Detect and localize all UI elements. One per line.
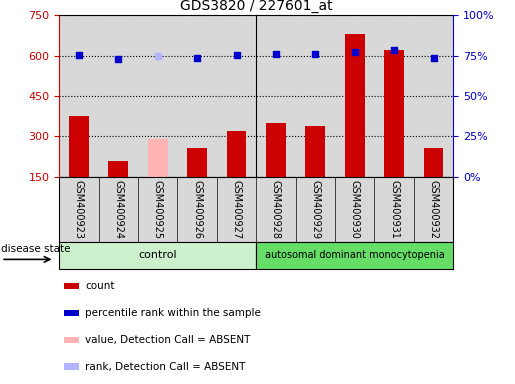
- Text: GSM400928: GSM400928: [271, 180, 281, 239]
- Text: control: control: [139, 250, 177, 260]
- Text: percentile rank within the sample: percentile rank within the sample: [85, 308, 262, 318]
- Text: rank, Detection Call = ABSENT: rank, Detection Call = ABSENT: [85, 362, 246, 372]
- Point: [232, 52, 241, 58]
- Point: [114, 56, 123, 62]
- Bar: [64, 310, 79, 316]
- Bar: [266, 123, 286, 177]
- Bar: [64, 364, 79, 370]
- Bar: [59, 242, 256, 269]
- Bar: [384, 50, 404, 177]
- Text: GSM400923: GSM400923: [74, 180, 84, 239]
- Bar: [64, 337, 79, 343]
- Text: autosomal dominant monocytopenia: autosomal dominant monocytopenia: [265, 250, 444, 260]
- Point: [75, 52, 83, 58]
- Bar: [227, 131, 246, 177]
- Point: [390, 47, 398, 53]
- Text: GSM400926: GSM400926: [192, 180, 202, 239]
- Text: disease state: disease state: [1, 243, 71, 254]
- Text: GSM400925: GSM400925: [153, 180, 163, 239]
- Bar: [305, 126, 325, 177]
- Bar: [256, 242, 453, 269]
- Bar: [64, 283, 79, 289]
- Text: GSM400931: GSM400931: [389, 180, 399, 239]
- Title: GDS3820 / 227601_at: GDS3820 / 227601_at: [180, 0, 333, 13]
- Text: GSM400932: GSM400932: [428, 180, 438, 239]
- Bar: [69, 116, 89, 177]
- Bar: [345, 34, 365, 177]
- Bar: [109, 161, 128, 177]
- Point: [272, 51, 280, 57]
- Point: [311, 51, 319, 57]
- Text: value, Detection Call = ABSENT: value, Detection Call = ABSENT: [85, 335, 251, 345]
- Point: [430, 55, 438, 61]
- Point: [193, 55, 201, 61]
- Text: GSM400924: GSM400924: [113, 180, 123, 239]
- Point: [351, 49, 359, 55]
- Text: count: count: [85, 281, 115, 291]
- Bar: [187, 147, 207, 177]
- Bar: [59, 177, 453, 242]
- Bar: [148, 139, 167, 177]
- Text: GSM400929: GSM400929: [311, 180, 320, 239]
- Point: [153, 53, 162, 60]
- Text: GSM400930: GSM400930: [350, 180, 359, 239]
- Text: GSM400927: GSM400927: [232, 180, 242, 239]
- Bar: [424, 149, 443, 177]
